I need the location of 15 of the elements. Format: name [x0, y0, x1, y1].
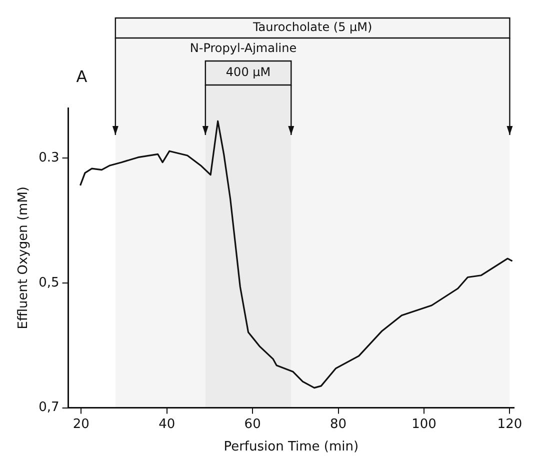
x-tick-label: 40: [158, 416, 176, 432]
band-label: 400 µM: [226, 65, 271, 80]
text: A: [76, 67, 88, 86]
y-tick-label: 0,7: [38, 400, 60, 416]
x-axis-title: Perfusion Time (min): [224, 440, 359, 455]
x-tick-label: 20: [72, 416, 90, 432]
x-tick-label: 80: [330, 416, 347, 432]
y-tick-label: 0,5: [38, 275, 60, 290]
x-tick-label: 120: [497, 416, 522, 432]
y-tick-label: 0.3: [38, 150, 60, 166]
text: N-Propyl-Ajmaline: [190, 41, 297, 56]
band-label: Taurocholate (5 µM): [252, 20, 372, 34]
y-axis-title: Effluent Oxygen (mM): [16, 186, 32, 330]
x-tick-label: 60: [244, 416, 261, 432]
x-tick-label: 100: [412, 416, 436, 432]
